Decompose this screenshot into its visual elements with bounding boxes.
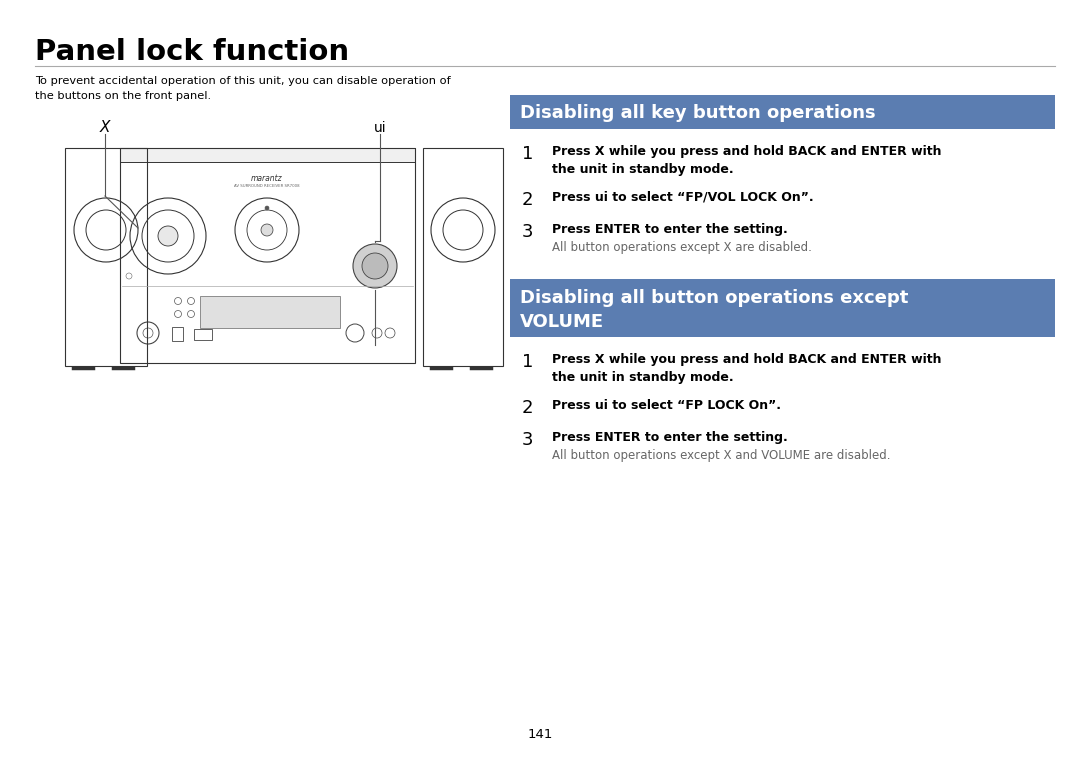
Text: Press ENTER to enter the setting.: Press ENTER to enter the setting. xyxy=(552,431,787,444)
Bar xyxy=(423,148,503,366)
Text: All button operations except X and VOLUME are disabled.: All button operations except X and VOLUM… xyxy=(552,449,891,462)
Text: marantz: marantz xyxy=(252,174,283,183)
Text: Panel lock function: Panel lock function xyxy=(35,38,349,66)
Circle shape xyxy=(265,206,269,210)
Bar xyxy=(194,329,212,340)
Circle shape xyxy=(158,226,178,246)
Bar xyxy=(200,296,340,328)
Text: 3: 3 xyxy=(522,223,534,241)
Text: 141: 141 xyxy=(527,728,553,741)
Text: 2: 2 xyxy=(522,399,534,417)
Text: All button operations except X are disabled.: All button operations except X are disab… xyxy=(552,241,812,254)
Text: 3: 3 xyxy=(522,431,534,449)
Text: 1: 1 xyxy=(522,353,534,371)
Text: AV SURROUND RECEIVER SR7008: AV SURROUND RECEIVER SR7008 xyxy=(234,184,300,188)
Text: ui: ui xyxy=(374,121,387,135)
Text: Press ENTER to enter the setting.: Press ENTER to enter the setting. xyxy=(552,223,787,236)
Bar xyxy=(172,327,183,341)
Circle shape xyxy=(353,244,397,288)
Circle shape xyxy=(362,253,388,279)
Text: Disabling all button operations except
VOLUME: Disabling all button operations except V… xyxy=(519,289,908,331)
Circle shape xyxy=(261,224,273,236)
Bar xyxy=(120,148,415,363)
Text: To prevent accidental operation of this unit, you can disable operation of
the b: To prevent accidental operation of this … xyxy=(35,76,450,100)
Bar xyxy=(510,279,1055,337)
Text: 2: 2 xyxy=(522,191,534,209)
Text: Press X while you press and hold BACK and ENTER with
the unit in standby mode.: Press X while you press and hold BACK an… xyxy=(552,145,942,177)
Text: Press ui to select “FP LOCK On”.: Press ui to select “FP LOCK On”. xyxy=(552,399,781,412)
Text: 1: 1 xyxy=(522,145,534,163)
Text: Press ui to select “FP/VOL LOCK On”.: Press ui to select “FP/VOL LOCK On”. xyxy=(552,191,813,204)
Bar xyxy=(65,148,147,366)
Bar xyxy=(510,95,1055,129)
Bar xyxy=(120,148,415,162)
Text: X: X xyxy=(99,120,110,135)
Text: Disabling all key button operations: Disabling all key button operations xyxy=(519,104,876,122)
Text: Press X while you press and hold BACK and ENTER with
the unit in standby mode.: Press X while you press and hold BACK an… xyxy=(552,353,942,384)
